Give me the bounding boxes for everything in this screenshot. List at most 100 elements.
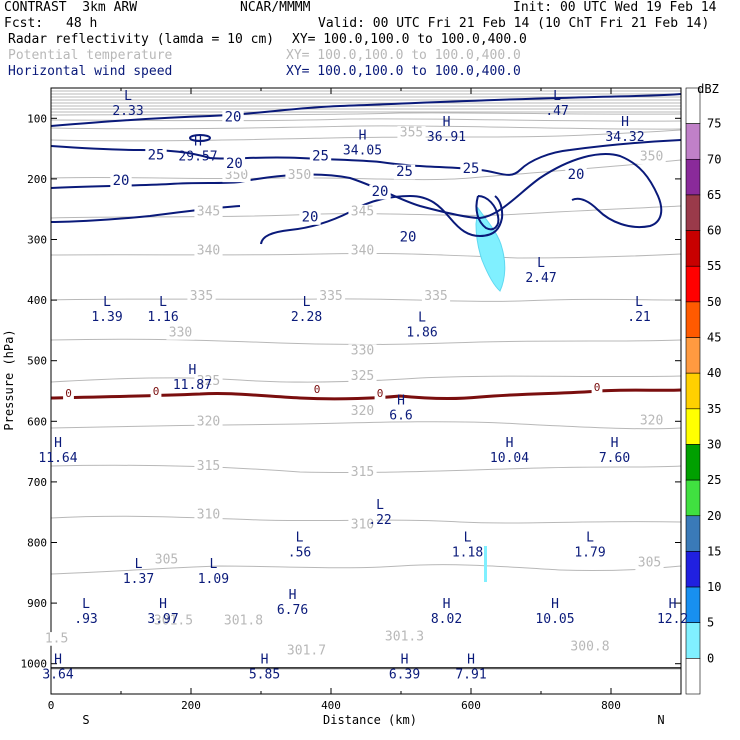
theta-label: 310 <box>351 518 374 533</box>
theta-label-bg <box>222 168 251 183</box>
theta-label-bg <box>187 289 216 304</box>
colorbar-level: 50 <box>707 295 721 309</box>
theta-label-bg <box>348 204 377 219</box>
extremum-type: L <box>135 557 143 572</box>
theta-label-bg <box>348 404 377 419</box>
y-tick-label: 300 <box>27 234 47 247</box>
zero-isotherm-label-bg <box>591 382 603 394</box>
zero-isotherm-label: 0 <box>594 381 601 394</box>
extremum-type: H <box>188 363 196 378</box>
field1-xy: XY= 100.0,100.0 to 100.0,400.0 <box>292 32 527 47</box>
extremum-value: 6.76 <box>277 603 308 618</box>
theta-label-bg <box>151 613 196 628</box>
colorbar-level: 15 <box>707 544 721 558</box>
theta-305 <box>51 564 681 575</box>
colorbar-level: 35 <box>707 402 721 416</box>
theta-335 <box>51 298 681 302</box>
extremum-type: L <box>418 310 426 325</box>
extremum-type: L <box>464 530 472 545</box>
extremum-value: 1.18 <box>452 545 483 560</box>
theta-label: 350 <box>225 168 248 183</box>
theta-label-bg <box>284 644 329 658</box>
model-title: CONTRAST 3km ARW <box>4 0 138 15</box>
extremum-type: L <box>103 295 111 310</box>
theta-label: 340 <box>351 244 374 259</box>
theta-label-bg <box>316 289 346 304</box>
theta-dense-top <box>51 90 681 130</box>
y-tick-label: 100 <box>27 112 47 125</box>
y-tick-label: 400 <box>27 294 47 307</box>
x-tick-label: 400 <box>321 699 341 712</box>
plot-frame <box>50 87 682 695</box>
extremum-value: 34.05 <box>343 144 382 159</box>
wind-label: 20 <box>113 173 130 189</box>
extremum-value: 10.05 <box>535 612 574 627</box>
theta-label-bg <box>382 630 427 644</box>
theta-label: 301.3 <box>385 630 424 645</box>
wind-label: 20 <box>568 167 585 183</box>
colorbar-swatch <box>685 123 701 160</box>
theta-label: 301.5 <box>154 613 193 628</box>
extremum-type: H <box>359 129 367 144</box>
theta-label-bg <box>348 244 377 258</box>
zero-isotherm-label-bg <box>374 388 386 400</box>
extremum-type: H <box>443 597 451 612</box>
theta-label: 355 <box>400 125 423 140</box>
theta-label: 335 <box>190 289 213 304</box>
extremum-type: H <box>54 653 62 668</box>
theta-label: 301.7 <box>287 644 326 659</box>
wind-20-top <box>51 93 681 127</box>
x-tick-label: 0 <box>48 699 55 712</box>
theta-label-bg <box>194 415 223 429</box>
extremum-value: 6.39 <box>389 668 420 683</box>
extremum-type: H <box>397 393 405 408</box>
colorbar-swatch <box>685 265 701 303</box>
colorbar-swatch <box>685 622 701 659</box>
wind-25-core <box>475 195 500 231</box>
extremum-value: 2.28 <box>291 310 322 325</box>
y-tick-label: 900 <box>27 597 47 610</box>
extremum-value: 34.32 <box>605 130 644 145</box>
theta-label: 325 <box>351 369 374 384</box>
extremum-value: .21 <box>627 310 650 325</box>
extremum-value: 1.09 <box>198 572 229 587</box>
wind-label: 25 <box>396 164 413 180</box>
extremum-value: .22 <box>368 513 391 528</box>
extremum-type: L <box>586 530 594 545</box>
x-axis-title: Distance (km) <box>323 713 417 727</box>
colorbar-level: 65 <box>707 188 721 202</box>
theta-320 <box>51 421 681 430</box>
extremum-value: 1.37 <box>123 572 154 587</box>
theta-contours <box>51 129 681 575</box>
colorbar-unit: dBZ <box>697 82 719 96</box>
wind-label-bg <box>565 167 587 183</box>
colorbar-level: 25 <box>707 473 721 487</box>
extremum-value: 7.60 <box>599 451 630 466</box>
colorbar-level: 0 <box>707 651 714 665</box>
theta-label-bg <box>285 168 314 183</box>
theta-label-bg <box>166 326 195 340</box>
colorbar-swatch <box>685 230 701 267</box>
colorbar-swatch <box>685 444 701 481</box>
y-tick-label: 600 <box>27 415 47 428</box>
extremum-value: 7.91 <box>455 668 486 683</box>
extremum-value: 5.85 <box>249 668 280 683</box>
extremum-value: 2.47 <box>525 271 556 286</box>
colorbar-swatch <box>685 551 701 588</box>
theta-label-bg <box>637 150 666 164</box>
extremum-value: 29.57 <box>178 150 217 165</box>
theta-label: 325 <box>197 374 220 389</box>
theta-label: 335 <box>424 289 447 304</box>
field3-xy: XY= 100.0,100.0 to 100.0,400.0 <box>286 64 521 79</box>
field3-name: Horizontal wind speed <box>8 64 173 79</box>
wind-label: 20 <box>400 229 417 245</box>
extremum-type: L <box>537 256 545 271</box>
extremum-value: 3.97 <box>147 612 178 627</box>
extremum-type: H <box>261 653 269 668</box>
colorbar-swatch <box>685 515 701 552</box>
theta-label-bg <box>421 289 451 304</box>
colorbar-swatch <box>685 301 701 338</box>
extremum-type: H <box>467 653 475 668</box>
